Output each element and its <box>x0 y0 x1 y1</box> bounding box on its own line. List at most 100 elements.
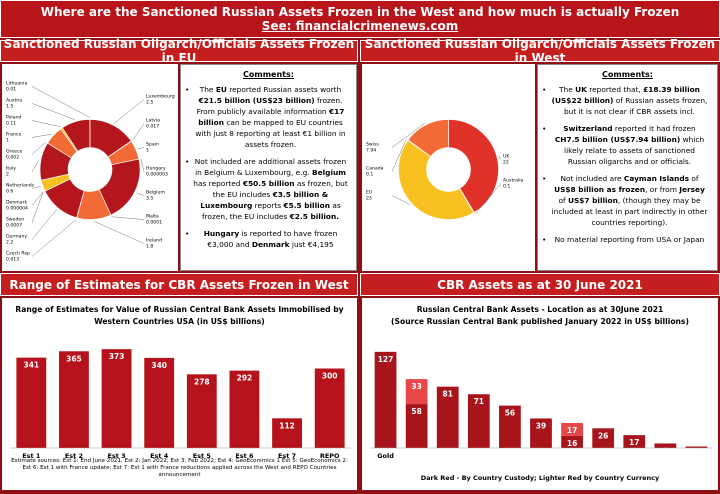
leader-line <box>32 121 60 127</box>
section-header: Sanctioned Russian Oligarch/Officials As… <box>360 40 720 62</box>
comment: Not included are Cayman Islands of US$8 … <box>546 173 709 228</box>
comment-text: Hungary <box>204 229 239 238</box>
value-label: 278 <box>194 377 210 386</box>
leader-line <box>112 217 144 220</box>
comment-text: The <box>200 85 216 94</box>
slice-label: Spain <box>146 142 159 148</box>
slice-value: 0.11 <box>6 121 16 127</box>
slice-value: 1 <box>146 148 149 154</box>
leader-line <box>133 124 144 141</box>
value-label: 112 <box>279 421 295 430</box>
header: Where are the Sanctioned Russian Assets … <box>0 0 720 38</box>
comment-text: €21.5 billion (US$23 billion) <box>199 96 315 105</box>
chart-title: Russian Central Bank Assets - Location a… <box>417 305 664 314</box>
value-label: 373 <box>109 352 125 361</box>
comment-text: just €4,195 <box>290 240 334 249</box>
comment-text: €50.5 billion <box>243 179 295 188</box>
slice-label: Latvia <box>146 118 160 124</box>
value-label: 300 <box>322 372 338 381</box>
value-label: 26 <box>598 431 608 440</box>
slice-label: Netherlands <box>6 183 35 189</box>
leader-line <box>94 221 144 243</box>
slice-value: 0.000004 <box>6 206 28 212</box>
value-label: 81 <box>443 390 453 399</box>
note: Dark Red - By Country Custody; Lighter R… <box>421 474 660 482</box>
comments-title: Comments: <box>546 69 709 80</box>
slice-label: Hungary <box>146 166 166 172</box>
value-label: 33 <box>411 382 421 391</box>
slice-value: 22 <box>503 160 509 166</box>
slice-label: Greece <box>6 149 23 155</box>
value-label: 17 <box>567 426 577 435</box>
slice-label: Malta <box>146 214 159 220</box>
slice-value: 0.002 <box>6 155 19 161</box>
value-label: 365 <box>66 354 82 363</box>
comment-text: , or from <box>645 185 679 194</box>
slice-value: 0.0001 <box>146 220 162 226</box>
value-label: 39 <box>536 421 546 430</box>
chart-subtitle: Western Countries USA (in US$ billions) <box>94 317 265 326</box>
leader-line <box>114 100 144 124</box>
section-header: Range of Estimates for CBR Assets Frozen… <box>0 273 358 296</box>
value-label: 16 <box>567 439 577 448</box>
value-label: 292 <box>237 374 253 383</box>
value-label: 17 <box>629 438 639 447</box>
value-label: 341 <box>23 361 39 370</box>
value-label: 2 <box>694 449 699 458</box>
comment-text: Not included are <box>560 174 623 183</box>
bar <box>375 352 397 448</box>
leader-line <box>32 192 43 222</box>
slice-label: Denmark <box>6 200 27 206</box>
footnote: Estimate sources: Est 1: End June 2021, … <box>8 458 351 479</box>
comment-text: UK <box>575 85 587 94</box>
value-label: 58 <box>411 407 421 416</box>
comment-text: No material reporting from USA or Japan <box>555 235 705 244</box>
comment-text: Switzerland <box>563 124 612 133</box>
title: Where are the Sanctioned Russian Assets … <box>41 5 680 19</box>
chart-subtitle: (Source Russian Central Bank published J… <box>391 317 689 326</box>
comment-text: CH7.5 billion (US$7.94 billion) <box>555 135 680 144</box>
comment-text: has reported <box>193 179 243 188</box>
section-header: CBR Assets as at 30 June 2021 <box>360 273 720 296</box>
leader-line <box>32 87 90 118</box>
slice-value: 2 <box>6 172 9 178</box>
slice-label: Lithuania <box>6 81 27 87</box>
slice-value: 0.1 <box>503 184 510 190</box>
comments: Comments: The EU reported Russian assets … <box>180 64 357 271</box>
subtitle: See: financialcrimenews.com <box>262 19 459 33</box>
comment-text: reported that, <box>587 85 643 94</box>
comment: Hungary is reported to have frozen €3,00… <box>189 228 348 250</box>
slice-label: Germany <box>6 234 27 240</box>
value-label: 71 <box>474 397 484 406</box>
comment-text: of <box>689 174 698 183</box>
comment-text: €5.5 billion <box>283 201 330 210</box>
slice-value: 0.000003 <box>146 172 168 178</box>
slice-label: France <box>6 132 21 138</box>
comment-text: EU <box>216 85 227 94</box>
chart-title: Range of Estimates for Value of Russian … <box>15 305 343 314</box>
leader-line <box>32 192 43 205</box>
leader-line <box>32 220 76 257</box>
slice-value: 0.0007 <box>6 223 22 229</box>
slice-value: 0.01 <box>6 87 16 93</box>
slice-label: Australia <box>503 178 524 184</box>
value-label: 127 <box>378 355 394 364</box>
slice-value: 0.6 <box>6 189 13 195</box>
slice-value: 1.8 <box>146 244 153 250</box>
comment: The EU reported Russian assets worth €21… <box>189 84 348 150</box>
bar <box>102 349 132 448</box>
comments-title: Comments: <box>189 69 348 80</box>
leader-line <box>499 156 501 160</box>
slice-label: Ireland <box>146 238 162 244</box>
slice-label: EU <box>366 190 372 196</box>
comments: Comments:The UK reported that, £18.39 bi… <box>537 64 718 271</box>
slice-value: 0.017 <box>146 124 159 130</box>
comment-text: reported Russian assets worth <box>227 85 341 94</box>
comment: No material reporting from USA or Japan <box>546 234 709 245</box>
comment-text: Denmark <box>252 240 290 249</box>
comment: Switzerland reported it had frozen CH7.5… <box>546 123 709 167</box>
slice-value: 2.2 <box>6 240 13 246</box>
slice-label: UK <box>503 154 510 160</box>
leader-line <box>141 159 144 172</box>
